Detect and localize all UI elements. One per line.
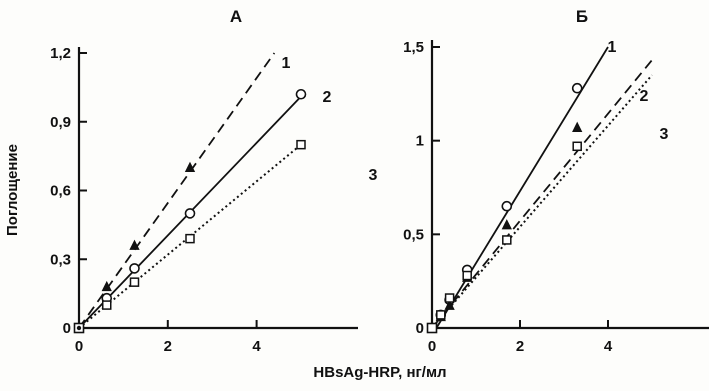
x-tick-label: 2 [516,338,524,355]
series-3-point [296,139,306,150]
y-axis-title: Поглощение [4,144,21,236]
series-2-label: 2 [640,88,649,105]
series-3-point [102,300,112,310]
series-3-point [185,233,195,244]
series-2-point [295,88,307,100]
series-2-fit-line [431,59,653,329]
x-tick-label: 2 [164,338,172,355]
series-1-point [184,161,196,172]
series-1-point [501,200,513,212]
series-3-point [502,235,512,245]
y-tick-label: 0,3 [50,251,71,268]
series-3-point [444,293,455,303]
series-1-point [101,280,112,292]
series-3-point [462,270,472,281]
y-tick-label: 1 [416,133,424,150]
series-2-label: 2 [323,89,332,106]
series-3-point [436,310,446,320]
x-tick-label: 0 [75,338,83,355]
y-tick-label: 1,2 [50,45,71,62]
y-tick-label: 0,5 [403,226,424,243]
series-3-label: 3 [660,126,669,143]
series-1-label: 1 [282,55,291,72]
series-1-point [129,239,140,250]
panel-a-chart: 0 2 4 0 0,3 0,6 0,9 1,2 А Поглощение 1 2 3 [4,7,378,355]
series-2-point [184,208,196,219]
series-3-point [129,277,140,287]
series-3-label: 3 [369,167,378,184]
series-3-fit-line [431,74,653,329]
origin-point [426,322,438,334]
series-1-point [571,82,583,94]
series-1-label: 1 [608,39,617,56]
series-2-point [572,121,583,132]
series-3-point [572,141,582,152]
y-tick-label: 1,5 [403,39,424,56]
y-tick-label: 0 [416,320,424,337]
y-tick-label: 0 [63,320,71,337]
series-1-fit-line [78,52,276,329]
panel-title: А [230,7,242,26]
x-tick-label: 4 [604,338,613,355]
shared-x-axis-title: HBsAg-HRP, нг/мл [313,364,446,381]
series-2-point [129,263,140,274]
series-2-point [444,299,455,310]
y-tick-label: 0,9 [50,114,71,131]
panel-b-chart: 0 2 4 0 0,5 1 1,5 Б 1 2 3 [403,7,709,355]
y-tick-label: 0,6 [50,183,71,200]
x-tick-label: 4 [252,338,261,355]
origin-point-center [76,325,82,331]
panel-title: Б [576,7,588,26]
series-2-point [501,219,512,230]
x-tick-label: 0 [428,338,436,355]
